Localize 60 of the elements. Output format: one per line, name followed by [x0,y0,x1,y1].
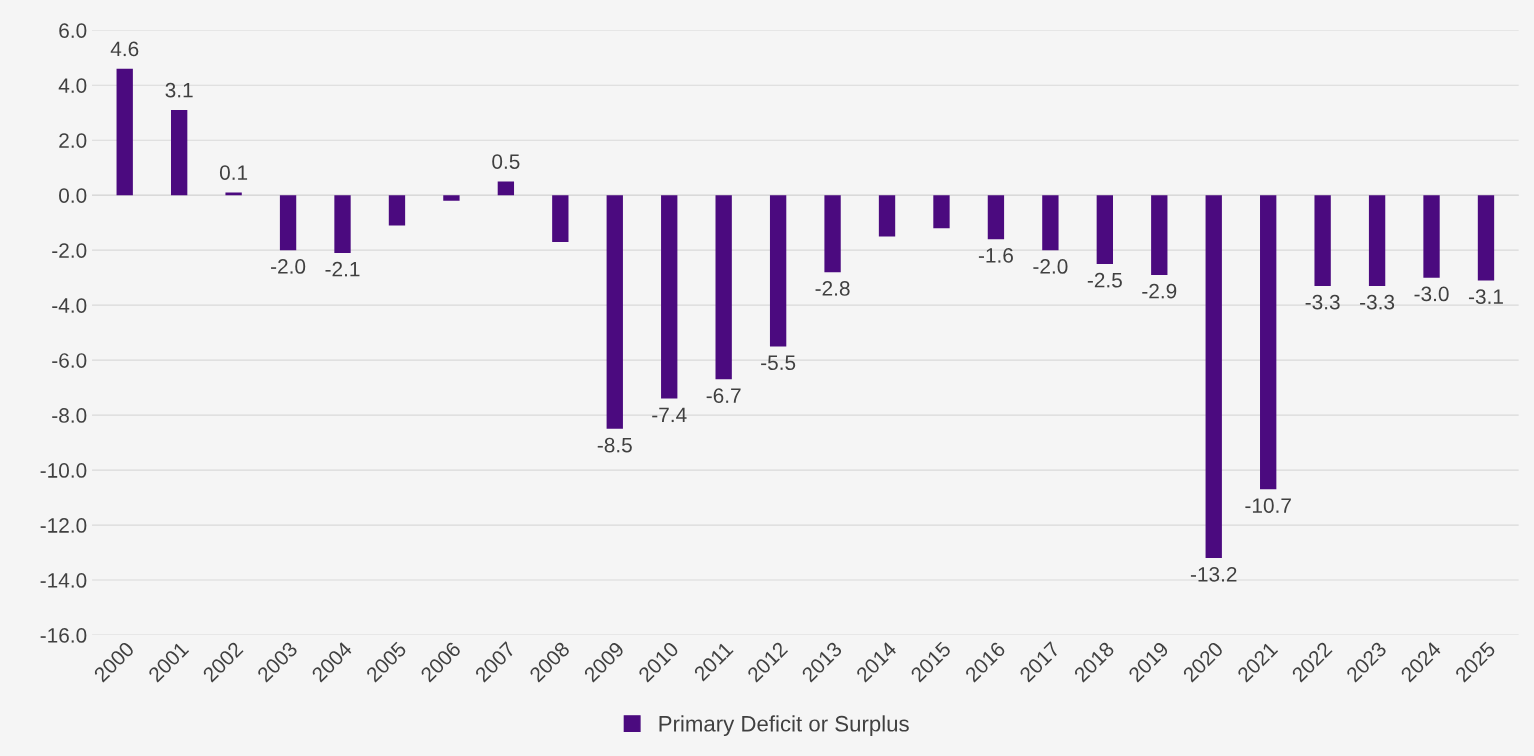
data-label: -6.7 [706,388,741,404]
y-tick-label: -6.0 [52,353,87,368]
bar [1314,195,1331,286]
bar [116,68,133,196]
legend-label: Primary Deficit or Surplus [659,715,909,736]
data-label: 0.5 [492,154,520,169]
bar [878,195,896,237]
bar [1042,195,1059,251]
y-tick-label: 4.0 [58,78,87,93]
bar [1260,195,1277,490]
y-tick-label: -4.0 [52,298,87,313]
bar [824,195,841,273]
y-tick-label: -12.0 [40,518,87,533]
y-tick-label: -10.0 [40,463,87,478]
data-label: -13.2 [1190,566,1237,582]
data-label: -3.0 [1414,286,1449,302]
data-label: -8.5 [597,437,632,453]
data-label: -2.8 [815,281,850,296]
bar [334,195,351,253]
bar [1151,195,1168,275]
y-tick-label: 2.0 [59,133,87,148]
bar [715,195,732,380]
bar [170,109,188,196]
bar [987,195,1005,240]
y-tick-label: -16.0 [40,628,87,643]
bar [497,181,515,196]
y-tick-label: -2.0 [52,243,87,258]
y-tick-label: 0.0 [59,188,87,203]
data-label: 0.1 [219,165,248,180]
data-label: -5.5 [761,355,796,371]
data-label: -3.3 [1360,294,1395,310]
data-label: 4.6 [110,41,139,57]
data-label: -3.3 [1305,294,1340,310]
bar [1096,195,1113,264]
data-label: -1.6 [978,248,1013,263]
data-label: -2.1 [325,261,360,277]
data-label: -3.1 [1468,289,1503,305]
bar [1368,195,1386,286]
bar [769,195,787,347]
data-label: 3.1 [165,82,193,98]
data-label: -2.5 [1087,272,1122,288]
bar [1205,195,1222,559]
y-tick-label: -8.0 [52,408,87,423]
bar [388,195,406,226]
bar [552,195,569,242]
bar [279,195,297,251]
y-tick-label: 6.0 [59,23,87,38]
data-label: -2.0 [271,259,306,274]
bar [1477,195,1495,281]
bar [443,195,460,201]
bar [1423,195,1440,278]
bar [661,195,678,399]
bar [933,195,950,229]
data-label: -7.4 [652,407,687,423]
data-label: -2.0 [1033,259,1068,274]
bar [606,195,623,429]
data-label: -2.9 [1142,283,1177,299]
y-tick-label: -14.0 [40,573,87,588]
bar [225,192,242,196]
data-label: -10.7 [1245,498,1291,513]
